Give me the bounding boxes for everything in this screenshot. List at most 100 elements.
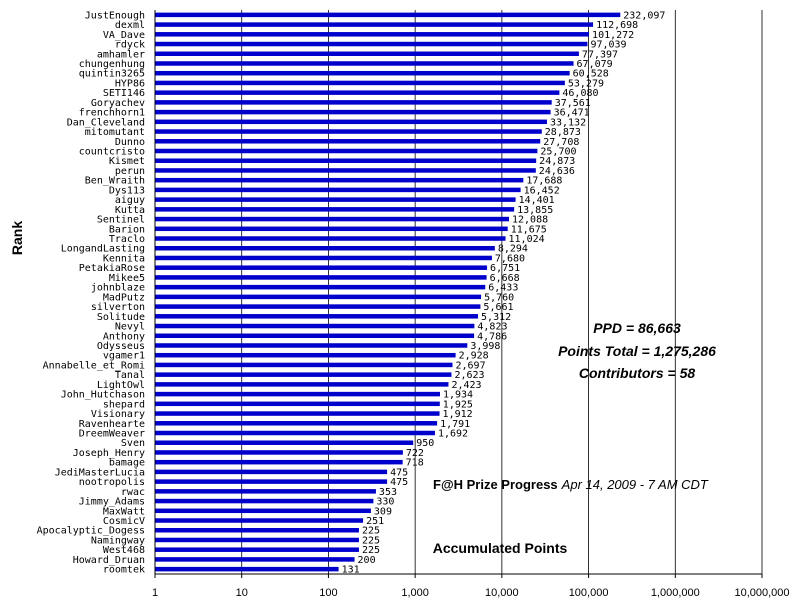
category-label: roomtek xyxy=(103,565,145,576)
category-label: johnblaze xyxy=(91,283,145,294)
category-label: quintin3265 xyxy=(79,69,145,80)
bar xyxy=(155,430,435,436)
value-label: 475 xyxy=(390,477,408,488)
bar xyxy=(155,109,551,115)
value-label: 60,528 xyxy=(573,69,609,80)
category-label: CosmicV xyxy=(103,516,145,527)
value-label: 2,623 xyxy=(454,370,484,381)
bar xyxy=(155,489,376,494)
bar xyxy=(155,275,487,280)
category-label: mitomutant xyxy=(85,127,145,138)
category-labels: JustEnoughdexmlVA_Daverdyckamhamlerchung… xyxy=(37,10,145,575)
category-label: Tanal xyxy=(115,370,145,381)
value-label: 200 xyxy=(358,555,376,566)
value-label: 1,925 xyxy=(443,399,473,410)
bar xyxy=(155,80,565,86)
bar xyxy=(155,362,453,368)
value-label: 97,039 xyxy=(590,40,626,51)
value-label: 7,680 xyxy=(495,253,525,264)
category-label: JediMasterLucia xyxy=(55,467,145,478)
bar xyxy=(155,207,515,212)
bar xyxy=(155,90,560,95)
bar xyxy=(155,22,594,27)
chart-title: F@H Prize Progress xyxy=(433,477,558,492)
category-label: frenchhorn1 xyxy=(79,108,145,119)
bar xyxy=(155,168,536,173)
x-tick-label: 10,000 xyxy=(485,587,519,599)
bar xyxy=(155,294,482,300)
category-label: dexml xyxy=(115,20,145,31)
x-tick-label: 1 xyxy=(152,587,158,599)
x-tick-label: 1,000 xyxy=(401,587,429,599)
value-label: 330 xyxy=(376,497,394,508)
value-label: 4,823 xyxy=(477,322,507,333)
bar xyxy=(155,372,452,377)
value-label: 101,272 xyxy=(592,30,634,41)
bar xyxy=(155,401,440,407)
value-label: 17,688 xyxy=(526,176,562,187)
value-label: 3,998 xyxy=(470,341,500,352)
x-tick-label: 10 xyxy=(236,587,248,599)
category-label: Annabelle_et_Romi xyxy=(43,360,145,371)
category-label: LongandLasting xyxy=(61,244,145,255)
category-label: Kutta xyxy=(115,205,145,216)
bar xyxy=(155,343,468,348)
bar xyxy=(155,139,541,144)
bar xyxy=(155,382,449,387)
category-label: Jimmy_Adams xyxy=(79,497,145,508)
category-label: Nevyl xyxy=(115,322,145,333)
category-label: silverton xyxy=(91,302,145,313)
value-label: 53,279 xyxy=(568,78,604,89)
bar xyxy=(155,459,403,465)
category-label: Sentinel xyxy=(97,215,145,226)
bar xyxy=(155,566,339,572)
value-label: 225 xyxy=(362,526,380,537)
bar xyxy=(155,158,537,163)
bar xyxy=(155,129,542,134)
category-label: Dunno xyxy=(115,137,145,148)
points-total-annotation: Points Total = 1,275,286 xyxy=(558,343,716,359)
category-label: perun xyxy=(115,166,145,177)
category-label: Traclo xyxy=(109,234,145,245)
value-label: 6,668 xyxy=(490,273,520,284)
value-label: 232,097 xyxy=(623,10,665,21)
bar xyxy=(155,469,388,475)
value-label: 2,928 xyxy=(459,351,489,362)
bars xyxy=(155,12,621,572)
category-label: West468 xyxy=(103,545,145,556)
bar xyxy=(155,450,403,455)
bar xyxy=(155,421,438,426)
bar xyxy=(155,411,440,416)
category-label: chungenhung xyxy=(79,59,145,70)
bar xyxy=(155,391,440,397)
bar xyxy=(155,216,509,222)
category-label: Kismet xyxy=(109,156,145,167)
contributors-annotation: Contributors = 58 xyxy=(579,365,696,381)
bar xyxy=(155,508,371,514)
value-label: 37,561 xyxy=(555,98,591,109)
category-label: VA_Dave xyxy=(103,30,145,41)
bar xyxy=(155,197,516,202)
value-label: 1,912 xyxy=(443,409,473,420)
bar xyxy=(155,352,456,358)
category-label: vgamer1 xyxy=(103,351,145,362)
ppd-annotation: PPD = 86,663 xyxy=(593,320,681,336)
bar xyxy=(155,537,359,543)
bar xyxy=(155,547,359,552)
value-label: 5,312 xyxy=(481,312,511,323)
bar xyxy=(155,32,590,37)
value-label: 24,636 xyxy=(539,166,575,177)
value-label: 11,024 xyxy=(509,234,545,245)
category-label: HYP86 xyxy=(115,78,145,89)
bar xyxy=(155,479,388,484)
bar xyxy=(155,100,552,105)
bar xyxy=(155,304,481,309)
x-tick-label: 100 xyxy=(319,587,337,599)
category-label: SETI146 xyxy=(103,88,145,99)
category-label: JustEnough xyxy=(85,10,145,21)
value-label: 4,786 xyxy=(477,331,507,342)
value-label: 77,397 xyxy=(582,49,618,60)
value-label: 67,079 xyxy=(577,59,613,70)
category-label: Goryachev xyxy=(91,98,145,109)
